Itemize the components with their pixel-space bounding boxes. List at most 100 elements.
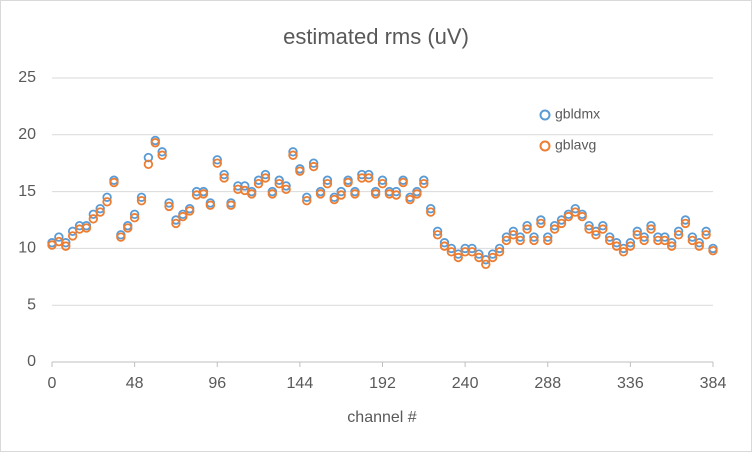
data-point (267, 189, 278, 199)
data-point (116, 232, 126, 242)
data-point (549, 224, 560, 234)
y-tick-label: 15 (18, 183, 36, 200)
data-point (343, 177, 353, 188)
data-point (246, 189, 257, 199)
data-point (680, 218, 691, 229)
data-point (322, 178, 333, 189)
data-point (611, 241, 622, 251)
data-point (102, 192, 112, 202)
data-point (178, 211, 188, 222)
data-point (336, 190, 346, 200)
data-point (494, 243, 505, 254)
data-point (164, 201, 174, 212)
legend-label: gblavg (555, 137, 596, 153)
data-point (673, 226, 684, 237)
data-point (701, 230, 711, 240)
y-tick-label: 0 (27, 353, 36, 370)
data-point (129, 213, 140, 223)
data-point (584, 224, 594, 234)
data-point (419, 175, 429, 185)
data-point (529, 232, 539, 242)
data-point (95, 207, 105, 217)
data-point (260, 169, 271, 180)
data-point (577, 211, 587, 222)
data-point (308, 158, 319, 168)
data-point (295, 166, 305, 176)
data-point (501, 235, 512, 246)
data-point (370, 189, 381, 199)
data-point (109, 177, 119, 188)
data-point (563, 211, 574, 222)
data-point (274, 178, 284, 189)
data-point (102, 197, 112, 207)
data-point (205, 200, 216, 210)
data-point (605, 235, 615, 246)
chart-title: estimated rms (uV) (283, 24, 469, 49)
data-point (494, 247, 505, 257)
data-point (522, 220, 532, 231)
data-point (625, 241, 636, 251)
data-point (308, 161, 319, 172)
data-point (632, 230, 642, 240)
data-point (253, 178, 264, 189)
data-point (556, 218, 567, 229)
data-point (274, 175, 284, 185)
data-point (143, 159, 154, 170)
data-point (487, 252, 498, 263)
y-tick-label: 10 (18, 240, 36, 257)
x-tick-label: 144 (287, 375, 314, 392)
x-tick-label: 240 (452, 375, 479, 392)
data-point (522, 224, 532, 234)
data-point (515, 235, 525, 246)
data-point (398, 177, 408, 188)
data-point (54, 236, 64, 247)
data-point (322, 175, 333, 185)
data-point (88, 214, 99, 224)
data-point (171, 218, 181, 229)
data-point (632, 226, 642, 237)
data-point (639, 235, 649, 246)
data-point (329, 194, 340, 205)
data-point (625, 238, 636, 248)
data-point (536, 215, 546, 225)
y-tick-label: 5 (27, 296, 36, 313)
data-point (212, 155, 222, 165)
data-point (364, 173, 374, 183)
x-tick-label: 48 (126, 375, 144, 392)
data-point (687, 235, 698, 246)
x-tick-label: 384 (700, 375, 727, 392)
data-point (260, 173, 271, 183)
data-point (129, 209, 140, 220)
data-point (67, 231, 78, 241)
data-point (481, 259, 491, 270)
data-point (605, 232, 615, 242)
data-point (618, 247, 629, 257)
data-point (598, 224, 608, 234)
data-point (54, 232, 64, 242)
data-point (315, 189, 326, 199)
data-point (136, 195, 147, 206)
data-point (529, 235, 539, 246)
data-point (680, 215, 691, 225)
data-point (660, 235, 670, 246)
data-point (543, 235, 553, 246)
data-point (701, 226, 711, 237)
legend-label: gbldmx (555, 106, 600, 122)
data-point (508, 230, 519, 240)
data-point (419, 178, 429, 189)
data-point (536, 218, 546, 229)
data-point (61, 241, 71, 251)
data-point (377, 175, 388, 185)
data-point (164, 198, 174, 208)
data-point (646, 224, 656, 234)
data-point (336, 186, 346, 197)
data-point (350, 189, 360, 199)
data-point (81, 223, 92, 233)
x-tick-label: 336 (617, 375, 644, 392)
legend-marker (539, 140, 551, 152)
x-tick-label: 192 (369, 375, 396, 392)
data-point (453, 252, 463, 263)
data-point (150, 138, 160, 148)
data-point (288, 147, 298, 157)
